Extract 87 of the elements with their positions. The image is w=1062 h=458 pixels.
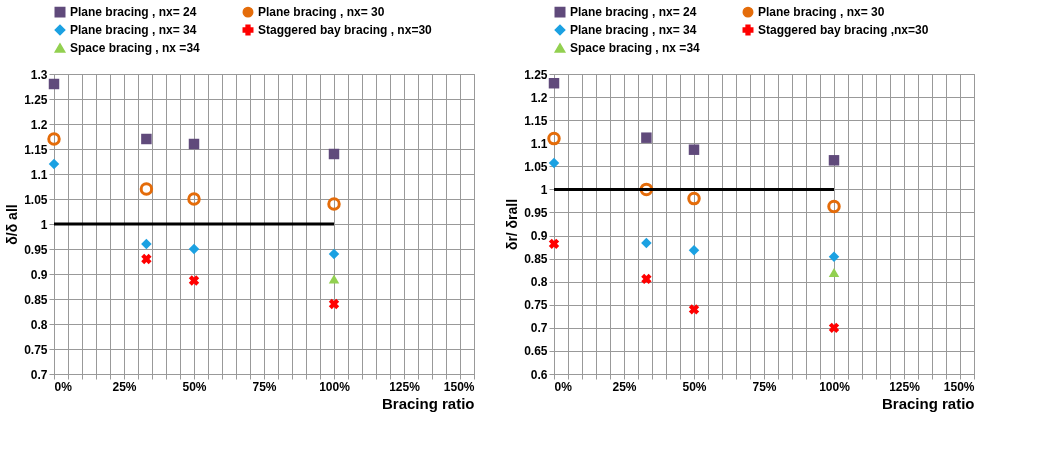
point <box>548 77 560 89</box>
x-tick-label: 100% <box>819 379 851 394</box>
x-axis-title: Bracing ratio <box>381 394 475 412</box>
y-tick-label: 1.2 <box>530 90 548 105</box>
legend-label: Staggered bay bracing ,nx=30 <box>758 23 929 37</box>
x-tick-label: 125% <box>389 379 421 394</box>
y-tick-label: 1.05 <box>524 159 548 174</box>
point <box>188 138 200 150</box>
point <box>688 144 700 155</box>
point <box>141 238 152 250</box>
legend-label: Plane bracing , nx= 34 <box>70 23 197 37</box>
point <box>828 251 840 263</box>
point <box>827 199 841 214</box>
y-tick-label: 0.8 <box>30 317 48 332</box>
x-tick-label: 25% <box>112 379 137 394</box>
y-tick-label: 0.75 <box>524 298 548 313</box>
y-axis-title: δr/ δrall <box>504 198 521 251</box>
y-tick-label: 0.7 <box>530 321 548 336</box>
y-tick-label: 0.8 <box>530 275 548 290</box>
y-tick-label: 0.9 <box>530 229 548 244</box>
legend-label: Plane bracing , nx= 34 <box>570 23 697 37</box>
x-tick-label: 100% <box>319 379 351 394</box>
y-tick-label: 0.7 <box>30 367 48 382</box>
x-axis-title: Bracing ratio <box>881 394 975 412</box>
x-tick-label: 150% <box>443 379 475 394</box>
point <box>139 182 154 196</box>
x-tick-label: 50% <box>182 379 207 394</box>
point <box>641 132 652 143</box>
point <box>141 133 152 145</box>
legend-label: Plane bracing , nx= 30 <box>258 5 385 20</box>
y-tick-label: 0.95 <box>24 242 48 257</box>
x-tick-label: 75% <box>752 379 777 394</box>
point <box>188 275 200 286</box>
point <box>328 148 340 160</box>
point <box>548 238 560 250</box>
point <box>328 298 340 310</box>
y-tick-label: 1.1 <box>30 167 48 182</box>
point <box>828 267 840 277</box>
point <box>141 253 152 265</box>
point <box>328 248 340 260</box>
point <box>688 245 700 256</box>
y-tick-label: 1.3 <box>30 67 48 82</box>
y-tick-label: 1.25 <box>24 92 48 107</box>
point <box>48 158 60 170</box>
point <box>687 191 701 206</box>
y-tick-label: 1.25 <box>524 67 548 82</box>
x-tick-label: 50% <box>682 379 707 394</box>
y-tick-label: 1 <box>540 182 548 197</box>
x-tick-label: 125% <box>889 379 921 394</box>
legend-label: Staggered bay bracing , nx=30 <box>258 23 433 37</box>
legend-label: Plane bracing , nx= 24 <box>70 5 197 20</box>
y-tick-label: 0.95 <box>524 205 548 220</box>
point <box>828 322 840 334</box>
point <box>641 273 652 285</box>
point <box>188 243 200 255</box>
point <box>327 197 341 211</box>
y-tick-label: 1.2 <box>30 117 48 132</box>
x-tick-label: 0% <box>54 379 73 394</box>
y-tick-label: 0.9 <box>30 267 48 282</box>
y-tick-label: 0.6 <box>530 367 548 382</box>
point <box>187 192 201 206</box>
x-tick-label: 0% <box>554 379 573 394</box>
point <box>547 131 561 146</box>
x-tick-label: 75% <box>252 379 277 394</box>
point <box>548 157 560 169</box>
y-tick-label: 0.65 <box>524 344 548 359</box>
legend-label: Plane bracing , nx= 30 <box>758 5 885 20</box>
y-tick-label: 1.05 <box>24 192 48 207</box>
legend-label: Space bracing , nx =34 <box>70 41 201 55</box>
y-tick-label: 1.1 <box>530 136 548 151</box>
legend-label: Space bracing , nx =34 <box>570 41 701 55</box>
y-tick-label: 0.75 <box>24 342 48 357</box>
legend-label: Plane bracing , nx= 24 <box>570 5 697 20</box>
point <box>328 274 340 284</box>
y-axis-title: δ/δ all <box>4 204 21 245</box>
point <box>688 304 700 315</box>
point <box>47 132 61 146</box>
point <box>641 237 652 249</box>
y-tick-label: 0.85 <box>24 292 48 307</box>
y-tick-label: 1.15 <box>524 113 548 128</box>
x-tick-label: 150% <box>943 379 975 394</box>
y-tick-label: 0.85 <box>524 252 548 267</box>
point <box>828 155 840 166</box>
y-tick-label: 1.15 <box>24 142 48 157</box>
point <box>48 78 60 90</box>
y-tick-label: 1 <box>40 217 48 232</box>
x-tick-label: 25% <box>612 379 637 394</box>
